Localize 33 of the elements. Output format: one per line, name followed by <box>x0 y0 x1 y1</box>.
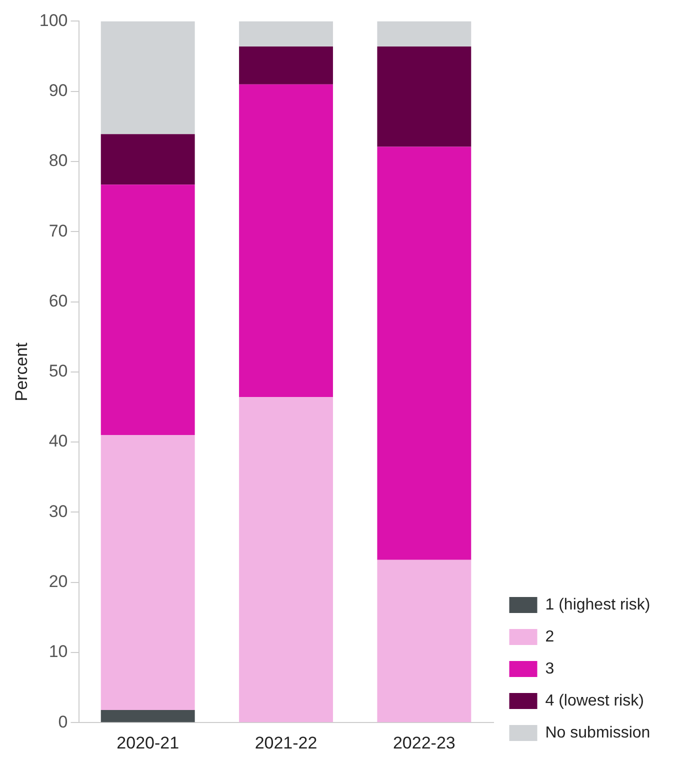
y-tick-label: 80 <box>48 151 68 170</box>
x-tick-label: 2022-23 <box>392 733 456 752</box>
bar <box>377 560 472 722</box>
legend-label: No submission <box>545 724 650 742</box>
legend-label: 4 (lowest risk) <box>545 692 644 710</box>
y-tick-label: 0 <box>58 712 68 732</box>
bar <box>239 84 333 398</box>
y-axis-title: Percent <box>12 342 31 402</box>
y-tick-label: 20 <box>48 572 68 592</box>
x-tick-label: 2020-21 <box>116 733 180 752</box>
legend-label: 3 <box>545 660 554 678</box>
y-tick-label: 50 <box>48 362 68 381</box>
x-tick-label: 2021-22 <box>254 733 318 752</box>
bar <box>377 46 472 147</box>
y-tick-label: 40 <box>48 432 68 451</box>
y-tick-label: 90 <box>48 81 68 100</box>
bar <box>239 21 333 46</box>
bar <box>100 21 195 134</box>
y-tick-label: 70 <box>48 221 68 240</box>
bar <box>239 46 333 84</box>
y-tick-label: 60 <box>48 291 68 310</box>
y-tick-label: 10 <box>48 642 68 662</box>
y-tick-label: 30 <box>48 502 68 521</box>
bar <box>100 710 195 722</box>
bar <box>377 21 472 46</box>
bar <box>100 134 195 185</box>
bar <box>100 184 195 436</box>
legend-label: 2 <box>545 628 554 646</box>
legend-label: 1 (highest risk) <box>545 596 650 614</box>
bar <box>377 146 472 560</box>
bar <box>239 397 333 722</box>
bar <box>100 435 195 710</box>
y-tick-label: 100 <box>39 10 68 30</box>
